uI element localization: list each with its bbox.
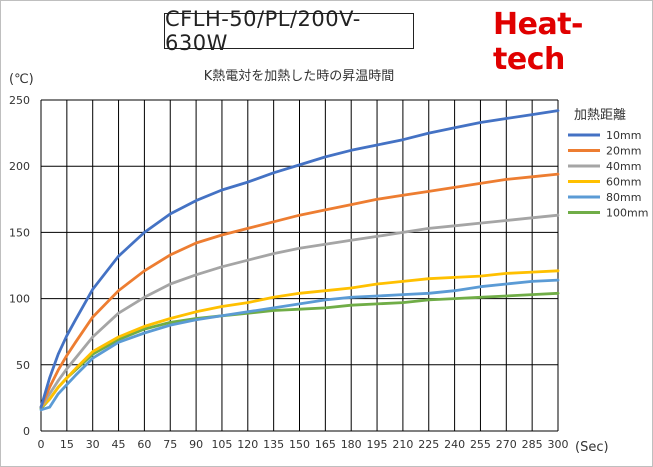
y-tick-label: 200: [9, 160, 30, 173]
x-tick-label: 255: [470, 438, 491, 451]
x-tick-label: 45: [112, 438, 126, 451]
x-tick-label: 285: [522, 438, 543, 451]
series-line-10mm: [39, 109, 560, 409]
x-tick-label: 135: [263, 438, 284, 451]
chart-title: K熱電対を加熱した時の昇温時間: [204, 69, 395, 84]
legend-label-40mm: 40mm: [606, 160, 641, 173]
x-tick-label: 270: [496, 438, 517, 451]
legend-label-60mm: 60mm: [606, 176, 641, 189]
y-tick-label: 150: [9, 226, 30, 239]
chart-legend: 加熱距離 10mm 20mm 40mm 60mm 80mm 100mm: [568, 108, 648, 220]
y-tick-label: 100: [9, 293, 30, 306]
y-tick-label: 50: [16, 359, 30, 372]
x-tick-label: 0: [38, 438, 45, 451]
x-axis-unit: (Sec): [575, 440, 609, 455]
axis-ticks: 0 15 30 45 60 75 90 105 120 135 150 165 180 195 210 225…: [9, 94, 569, 451]
x-tick-label: 15: [60, 438, 74, 451]
y-tick-label: 0: [23, 425, 30, 438]
legend-label-20mm: 20mm: [606, 145, 641, 158]
series-line-40mm: [39, 213, 560, 409]
legend-label-10mm: 10mm: [606, 129, 641, 142]
series-line-20mm: [39, 172, 560, 409]
legend-title: 加熱距離: [574, 108, 626, 123]
x-tick-label: 90: [189, 438, 203, 451]
x-tick-label: 195: [367, 438, 388, 451]
x-tick-label: 30: [86, 438, 100, 451]
x-tick-label: 120: [237, 438, 258, 451]
x-tick-label: 105: [211, 438, 232, 451]
x-tick-label: 180: [341, 438, 362, 451]
x-tick-label: 60: [137, 438, 151, 451]
series-lines: [39, 109, 560, 412]
y-axis-unit: (℃): [9, 72, 34, 87]
x-tick-label: 300: [548, 438, 569, 451]
legend-label-80mm: 80mm: [606, 191, 641, 204]
x-tick-label: 240: [444, 438, 465, 451]
x-tick-label: 150: [289, 438, 310, 451]
legend-label-100mm: 100mm: [606, 207, 648, 220]
series-line-60mm: [39, 269, 560, 409]
x-tick-label: 210: [392, 438, 413, 451]
chart-grid: [40, 99, 559, 432]
x-tick-label: 75: [163, 438, 177, 451]
y-tick-label: 250: [9, 94, 30, 107]
x-tick-label: 165: [315, 438, 336, 451]
series-line-80mm: [39, 278, 560, 412]
x-tick-label: 225: [418, 438, 439, 451]
brand-logo: Heat-tech: [493, 7, 584, 77]
